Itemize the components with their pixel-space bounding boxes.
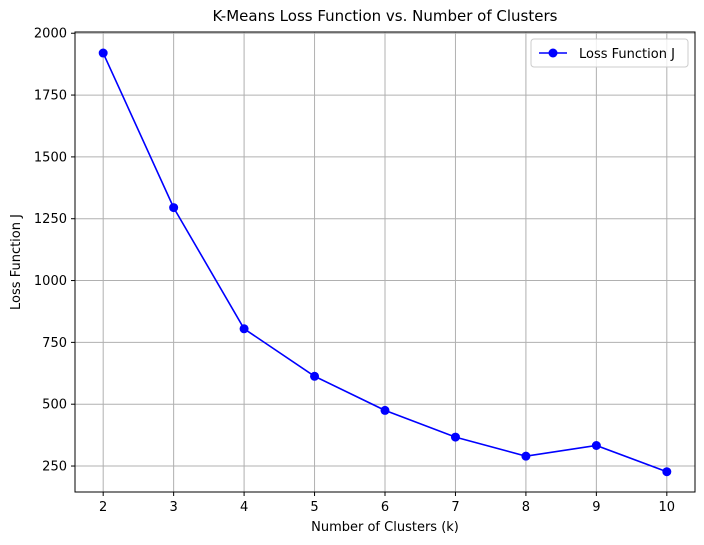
legend-box xyxy=(530,38,689,68)
data-point xyxy=(310,371,320,381)
y-tick-label: 1000 xyxy=(34,274,67,289)
legend-entry-loss-function-j: Loss Function J xyxy=(579,47,675,62)
x-tick-label: 9 xyxy=(592,500,600,515)
data-point xyxy=(169,203,179,213)
y-tick-label: 500 xyxy=(42,398,67,413)
data-point xyxy=(662,467,672,477)
x-tick-label: 2 xyxy=(99,500,107,515)
x-axis: 2 3 4 5 6 7 8 9 10 xyxy=(99,492,675,515)
x-tick-label: 7 xyxy=(451,500,459,515)
y-tick-label: 250 xyxy=(42,460,67,475)
y-tick-label: 1750 xyxy=(34,89,67,104)
data-point xyxy=(239,324,249,334)
grid xyxy=(75,32,695,492)
x-tick-label: 10 xyxy=(659,500,676,515)
legend-marker-swatch xyxy=(548,48,558,58)
y-tick-label: 750 xyxy=(42,336,67,351)
data-point xyxy=(380,405,390,415)
data-point xyxy=(450,432,460,442)
y-axis-label: Loss Function J xyxy=(9,214,24,310)
chart-title: K-Means Loss Function vs. Number of Clus… xyxy=(213,7,558,25)
data-point xyxy=(591,441,601,451)
x-tick-label: 3 xyxy=(169,500,177,515)
x-tick-label: 8 xyxy=(522,500,530,515)
series-loss-function-j xyxy=(98,48,672,477)
x-tick-label: 5 xyxy=(310,500,318,515)
x-tick-label: 6 xyxy=(381,500,389,515)
legend: Loss Function J xyxy=(530,38,689,68)
data-point xyxy=(521,451,531,461)
y-axis: 250 500 750 1000 1250 1500 1750 2000 xyxy=(34,27,75,475)
data-point xyxy=(98,48,108,58)
x-axis-label: Number of Clusters (k) xyxy=(311,520,459,535)
x-tick-label: 4 xyxy=(240,500,248,515)
y-tick-label: 1500 xyxy=(34,150,67,165)
y-tick-label: 2000 xyxy=(34,27,67,42)
y-tick-label: 1250 xyxy=(34,212,67,227)
